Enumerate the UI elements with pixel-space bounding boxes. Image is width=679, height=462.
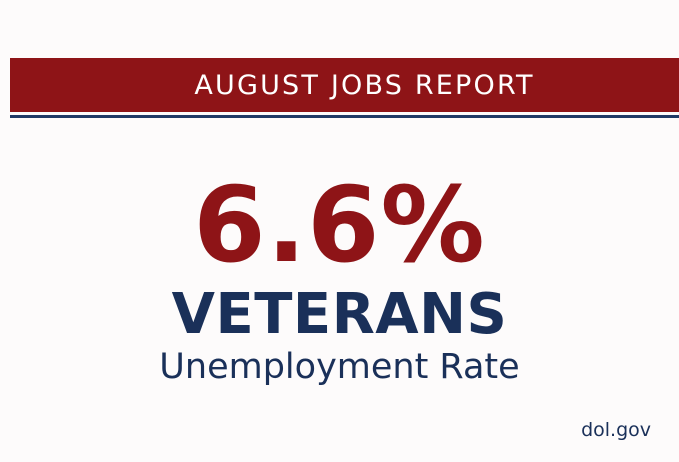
source-label: dol.gov <box>581 419 651 441</box>
rate-metric: Unemployment Rate <box>159 347 520 387</box>
banner-divider <box>10 115 679 118</box>
title-banner: AUGUST JOBS REPORT <box>10 58 679 112</box>
rate-value: 6.6% <box>193 164 486 286</box>
rate-subject: VETERANS <box>171 282 508 347</box>
banner-title: AUGUST JOBS REPORT <box>194 69 535 101</box>
